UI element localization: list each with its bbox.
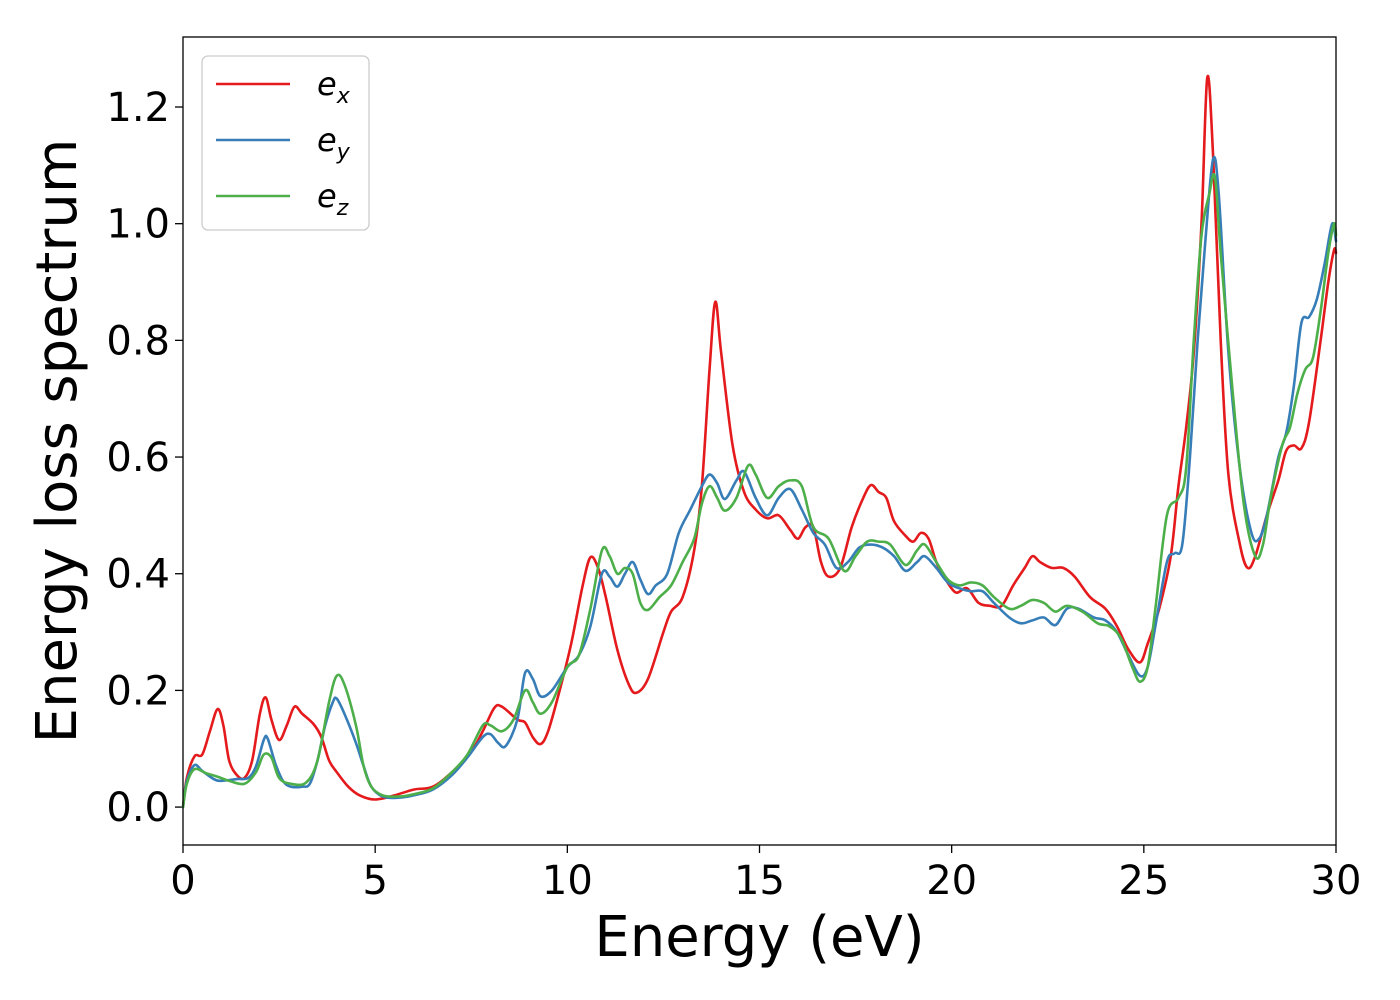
y-tick-label: 0.4 <box>106 552 170 598</box>
x-axis-label: Energy (eV) <box>594 905 924 970</box>
y-tick-label: 0.6 <box>106 435 170 481</box>
legend-label-base: e <box>317 121 337 159</box>
legend-label-subscript: y <box>336 140 351 165</box>
x-tick-label: 0 <box>170 858 195 904</box>
x-tick-label: 15 <box>734 858 785 904</box>
series-line-ez <box>181 172 1338 809</box>
y-tick-label: 1.2 <box>106 85 170 131</box>
legend-label-base: e <box>317 65 337 103</box>
legend-label-ey: ey <box>317 121 351 165</box>
legend-label-ex: ex <box>317 65 351 109</box>
y-tick-label: 0.2 <box>106 668 170 714</box>
plot-frame <box>182 36 1337 846</box>
x-tick-label: 5 <box>362 858 387 904</box>
series-line-ey <box>181 155 1338 809</box>
y-tick-label: 0.8 <box>106 318 170 364</box>
axis-ticks: 0 5 10 15 20 25 30 0.0 0.2 0.4 0.6 0.8 1.0 1.2 <box>106 85 1361 904</box>
y-axis-label: Energy loss spectrum <box>25 139 90 744</box>
x-tick-label: 30 <box>1311 858 1362 904</box>
legend-label-ez: ez <box>317 177 349 221</box>
x-tick-label: 20 <box>926 858 977 904</box>
series-lines <box>181 74 1338 809</box>
y-tick-label: 1.0 <box>106 202 170 248</box>
legend-label-subscript: z <box>336 196 349 221</box>
x-tick-label: 25 <box>1118 858 1169 904</box>
x-tick-label: 10 <box>542 858 593 904</box>
legend-label-base: e <box>317 177 337 215</box>
y-tick-label: 0.0 <box>106 785 170 831</box>
legend-label-subscript: x <box>336 84 351 109</box>
legend-box <box>201 55 370 231</box>
